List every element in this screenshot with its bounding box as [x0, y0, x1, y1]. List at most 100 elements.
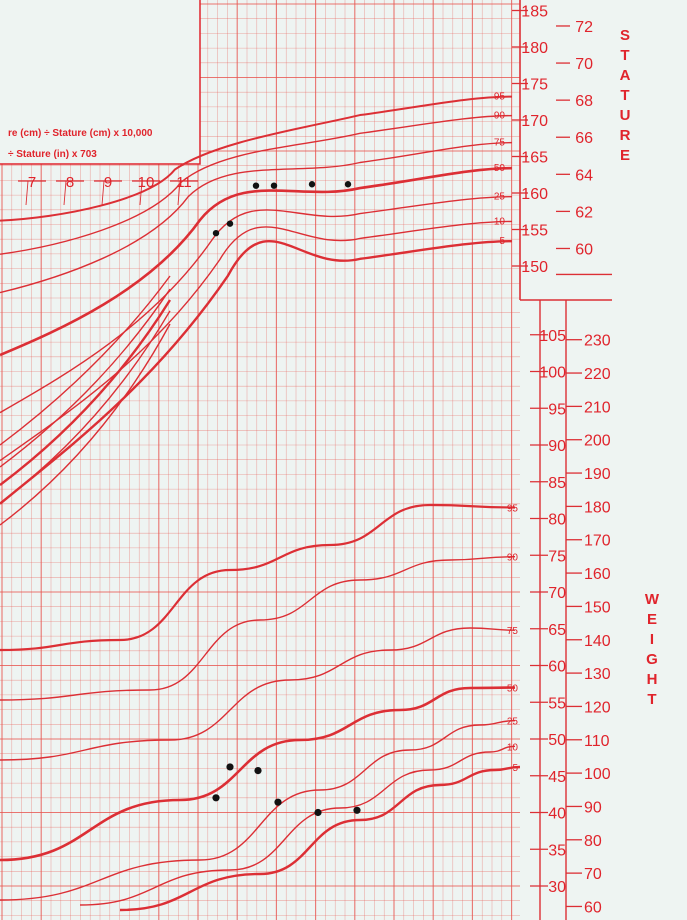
weight-title-letter: I — [650, 631, 654, 648]
weight-curve-p25 — [0, 719, 516, 901]
stature-percentile-label: 95 — [494, 92, 506, 103]
weight-percentile-label: 75 — [507, 626, 519, 637]
weight-percentile-label: 50 — [507, 684, 519, 695]
weight-lb-tick-label: 100 — [584, 766, 611, 783]
axis-scales: 1501551601651701751801856062646668707274… — [512, 4, 612, 916]
weight-kg-tick-label: 30 — [548, 879, 566, 896]
stature-curve-p75 — [0, 141, 513, 294]
weight-lb-tick-label: 150 — [584, 599, 611, 616]
stature-measurement-point — [212, 229, 220, 237]
weight-kg-tick-label: 105 — [539, 328, 566, 345]
weight-kg-tick-label: 55 — [548, 695, 566, 712]
weight-measurement-point — [353, 806, 361, 814]
weight-lb-tick-label: 170 — [584, 533, 611, 550]
age-label: 7 — [28, 174, 36, 191]
stature-cm-tick-label: 155 — [521, 223, 548, 240]
weight-lb-tick-label: 220 — [584, 366, 611, 383]
stature-curve-tail — [0, 288, 171, 468]
weight-lb-tick-label: 80 — [584, 833, 602, 850]
weight-percentile-label: 95 — [507, 503, 519, 514]
weight-kg-tick-label: 95 — [548, 401, 566, 418]
age-axis-drop — [139, 180, 143, 206]
stature-cm-tick-label: 185 — [521, 4, 548, 21]
weight-curve-p10 — [79, 745, 516, 906]
stature-title-letter: S — [620, 27, 630, 44]
age-axis-drop — [25, 180, 29, 206]
measurement-points — [212, 181, 361, 817]
weight-kg-tick-label: 35 — [548, 842, 566, 859]
weight-lb-tick-label: 160 — [584, 566, 611, 583]
weight-lb-tick-label: 190 — [584, 466, 611, 483]
bmi-formula-imperial: ÷ Stature (in) x 703 — [8, 149, 97, 160]
weight-kg-tick-label: 70 — [548, 585, 566, 602]
stature-measurement-point — [344, 181, 352, 188]
stature-title-letter: A — [620, 67, 631, 84]
weight-title-letter: E — [647, 611, 657, 628]
stature-curve-tail — [0, 275, 171, 446]
stature-curve-p10 — [0, 220, 513, 462]
weight-lb-tick-label: 90 — [584, 799, 602, 816]
stature-curve-p95 — [0, 95, 513, 222]
weight-lb-tick-label: 110 — [584, 733, 610, 750]
stature-in-tick-label: 64 — [575, 167, 593, 184]
weight-lb-tick-label: 230 — [584, 333, 611, 350]
weight-percentile-label: 25 — [507, 717, 519, 728]
weight-lb-tick-label: 140 — [584, 633, 611, 650]
stature-curve-tail — [0, 310, 171, 504]
weight-measurement-point — [254, 767, 262, 775]
age-label: 9 — [104, 174, 112, 191]
stature-title-letter: R — [620, 127, 631, 144]
stature-title-letter: U — [620, 107, 631, 124]
weight-curve-p50 — [0, 686, 516, 862]
stature-percentile-label: 5 — [499, 236, 505, 247]
weight-kg-tick-label: 100 — [539, 365, 566, 382]
stature-curve-p25 — [0, 195, 513, 414]
stature-title-letter: T — [620, 87, 629, 104]
weight-title-letter: H — [647, 671, 658, 688]
stature-percentile-label: 10 — [494, 216, 506, 227]
stature-in-tick-label: 60 — [575, 241, 593, 258]
stature-cm-tick-label: 170 — [521, 113, 548, 130]
stature-in-tick-label: 62 — [575, 204, 593, 221]
stature-in-tick-label: 72 — [575, 19, 593, 36]
stature-curve-tail — [0, 299, 172, 486]
stature-in-tick-label: 70 — [575, 56, 593, 73]
stature-cm-tick-label: 165 — [521, 150, 548, 167]
weight-curve-p95 — [0, 503, 516, 652]
stature-curve-p90 — [0, 114, 513, 255]
bmi-box-frame — [0, 0, 201, 165]
stature-title-letter: E — [620, 147, 630, 164]
weight-percentile-label: 90 — [507, 553, 519, 564]
age-axis-drop — [63, 180, 67, 206]
age-label: 10 — [138, 174, 155, 191]
stature-measurement-point — [270, 182, 278, 189]
weight-lb-tick-label: 180 — [584, 499, 611, 516]
age-label: 8 — [66, 174, 74, 191]
stature-percentile-label: 90 — [494, 111, 506, 122]
weight-title-letter: G — [646, 651, 658, 668]
weight-kg-tick-label: 50 — [548, 732, 566, 749]
weight-lb-tick-label: 60 — [584, 899, 602, 916]
stature-curve-p5 — [0, 239, 513, 505]
stature-percentile-label: 75 — [494, 138, 506, 149]
weight-kg-tick-label: 85 — [548, 475, 566, 492]
weight-lb-tick-label: 130 — [584, 666, 611, 683]
age-axis-drop — [177, 180, 181, 206]
weight-lb-tick-label: 120 — [584, 699, 611, 716]
weight-kg-tick-label: 90 — [548, 438, 566, 455]
weight-measurement-point — [274, 798, 282, 806]
stature-in-tick-label: 68 — [575, 93, 593, 110]
weight-percentile-label: 10 — [507, 742, 519, 753]
stature-title-letter: T — [620, 47, 629, 64]
weight-lb-tick-label: 70 — [584, 866, 602, 883]
stature-curve-tail — [0, 323, 171, 526]
stature-cm-tick-label: 175 — [521, 77, 548, 94]
weight-measurement-point — [314, 808, 322, 817]
stature-in-tick-label: 66 — [575, 130, 593, 147]
stature-measurement-point — [252, 182, 260, 189]
age-label: 11 — [176, 174, 192, 191]
stature-cm-tick-label: 180 — [521, 40, 548, 57]
stature-percentile-label: 50 — [494, 163, 506, 174]
